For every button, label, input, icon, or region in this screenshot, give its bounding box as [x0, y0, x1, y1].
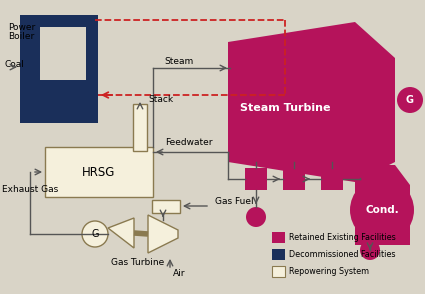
Text: G: G	[406, 95, 414, 105]
Text: Exhaust Gas: Exhaust Gas	[2, 185, 58, 194]
Text: Repowering System: Repowering System	[289, 267, 369, 276]
Circle shape	[350, 178, 414, 242]
Text: Steam Turbine: Steam Turbine	[240, 103, 330, 113]
Polygon shape	[108, 218, 134, 248]
Text: Coal: Coal	[5, 60, 25, 69]
Bar	[272, 266, 285, 277]
Text: Gas Turbine: Gas Turbine	[111, 258, 164, 267]
Text: HRSG: HRSG	[82, 166, 116, 178]
Text: Boiler: Boiler	[8, 32, 34, 41]
Bar	[245, 168, 267, 190]
Text: Retained Existing Facilities: Retained Existing Facilities	[289, 233, 396, 242]
Bar	[272, 232, 285, 243]
Circle shape	[82, 221, 108, 247]
Text: Feedwater: Feedwater	[165, 138, 212, 147]
Polygon shape	[228, 22, 395, 182]
Bar	[45, 147, 153, 197]
Polygon shape	[40, 27, 86, 80]
Polygon shape	[355, 165, 410, 245]
Text: Stack: Stack	[148, 95, 173, 104]
Text: Cond.: Cond.	[365, 205, 399, 215]
Text: Steam: Steam	[164, 57, 193, 66]
Bar	[152, 200, 180, 213]
Text: Decommissioned Facilities: Decommissioned Facilities	[289, 250, 396, 259]
Polygon shape	[20, 15, 98, 123]
Circle shape	[397, 87, 423, 113]
Bar	[321, 168, 343, 190]
Text: Power: Power	[8, 23, 35, 32]
Text: Gas Fuel: Gas Fuel	[215, 197, 254, 206]
Bar	[283, 168, 305, 190]
Text: Air: Air	[173, 269, 185, 278]
Polygon shape	[148, 215, 178, 253]
Circle shape	[360, 240, 380, 260]
Bar	[133, 104, 147, 151]
Bar	[272, 249, 285, 260]
Text: G: G	[91, 229, 99, 239]
Circle shape	[246, 207, 266, 227]
